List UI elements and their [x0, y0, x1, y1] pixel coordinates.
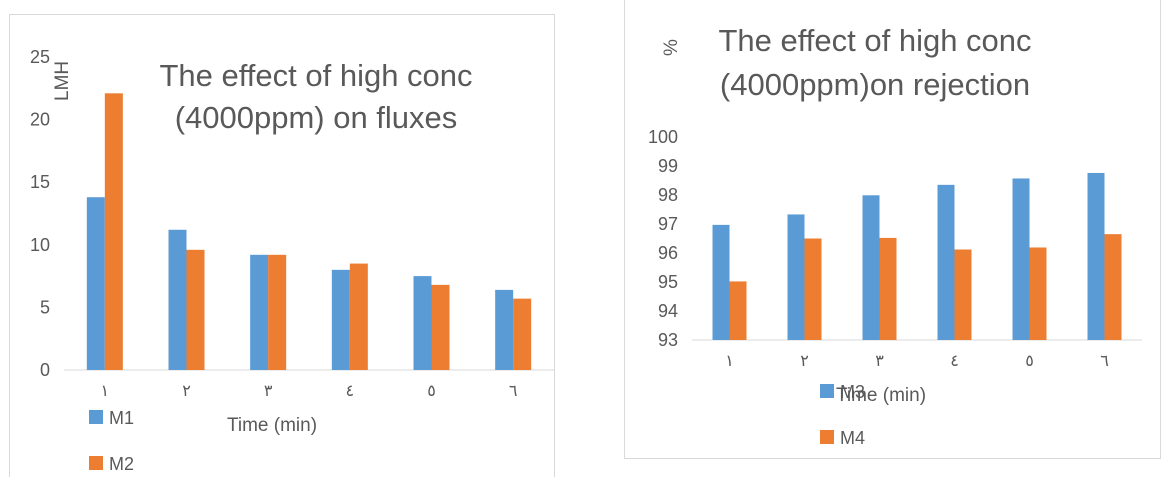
y-tick-label: 95	[658, 272, 678, 292]
y-axis-title: LMH	[52, 61, 73, 101]
bar-m3-5	[1013, 178, 1030, 340]
bar-m3-2	[788, 214, 805, 340]
x-tick-label: ٣	[875, 351, 884, 370]
bar-m1-2	[169, 230, 187, 370]
y-tick-label: 97	[658, 214, 678, 234]
bar-m4-3	[880, 238, 897, 340]
x-tick-label: ٤	[346, 381, 355, 400]
y-tick-label: 15	[30, 172, 50, 192]
bar-m2-2	[187, 250, 205, 370]
bar-m3-1	[713, 225, 730, 340]
y-tick-label: 93	[658, 330, 678, 350]
legend-swatch-m3	[820, 384, 834, 398]
bar-m3-6	[1088, 173, 1105, 340]
bar-m2-6	[513, 299, 531, 370]
x-tick-label: ٢	[182, 381, 191, 400]
y-tick-label: 98	[658, 185, 678, 205]
bar-m1-3	[250, 255, 268, 370]
x-tick-label: ٥	[1025, 351, 1034, 370]
bar-m2-5	[432, 285, 450, 370]
flux-chart-canvas: The effect of high conc (4000ppm) on flu…	[10, 15, 556, 478]
bar-m4-2	[805, 239, 822, 341]
bar-m1-4	[332, 270, 350, 370]
x-tick-label: ١	[725, 351, 734, 370]
legend-label-m1: M1	[109, 408, 134, 428]
bar-m2-1	[105, 93, 123, 370]
x-tick-label: ٥	[427, 381, 436, 400]
bar-m2-3	[268, 255, 286, 370]
x-axis-title: Time (min)	[227, 415, 317, 436]
flux-chart: The effect of high conc (4000ppm) on flu…	[9, 14, 555, 477]
legend-label-m3: M3	[840, 382, 865, 402]
x-tick-label: ٤	[950, 351, 959, 370]
bar-m1-1	[87, 197, 105, 370]
y-tick-label: 94	[658, 301, 678, 321]
rejection-chart: The effect of high conc (4000ppm)on reje…	[624, 0, 1161, 459]
chart-title-line2: (4000ppm)on rejection	[720, 67, 1030, 102]
legend-swatch-m1	[89, 410, 103, 424]
bar-m1-6	[495, 290, 513, 370]
bar-m3-3	[863, 195, 880, 340]
y-tick-label: 99	[658, 156, 678, 176]
legend-swatch-m2	[89, 456, 103, 470]
y-tick-label: 25	[30, 47, 50, 67]
rejection-chart-canvas: The effect of high conc (4000ppm)on reje…	[625, 0, 1162, 459]
y-tick-label: 20	[30, 110, 50, 130]
x-tick-label: ٦	[509, 381, 518, 400]
bar-m2-4	[350, 264, 368, 370]
legend-swatch-m4	[820, 430, 834, 444]
chart-title-line1: The effect of high conc	[159, 58, 472, 93]
bar-m1-5	[414, 276, 432, 370]
bar-m4-5	[1030, 247, 1047, 340]
y-tick-label: 0	[40, 360, 50, 380]
bar-m3-4	[938, 185, 955, 340]
x-tick-label: ٢	[800, 351, 809, 370]
legend-label-m2: M2	[109, 454, 134, 474]
y-tick-label: 96	[658, 243, 678, 263]
x-tick-label: ١	[101, 381, 110, 400]
bar-m4-1	[730, 281, 747, 340]
bar-m4-4	[955, 250, 972, 340]
legend-label-m4: M4	[840, 428, 865, 448]
chart-title-line1: The effect of high conc	[718, 23, 1031, 58]
chart-title-line2: (4000ppm) on fluxes	[175, 100, 458, 135]
y-axis-title: %	[661, 39, 682, 56]
x-tick-label: ٦	[1100, 351, 1109, 370]
y-tick-label: 100	[648, 127, 678, 147]
y-tick-label: 5	[40, 297, 50, 317]
y-tick-label: 10	[30, 235, 50, 255]
x-tick-label: ٣	[264, 381, 273, 400]
bar-m4-6	[1105, 234, 1122, 340]
